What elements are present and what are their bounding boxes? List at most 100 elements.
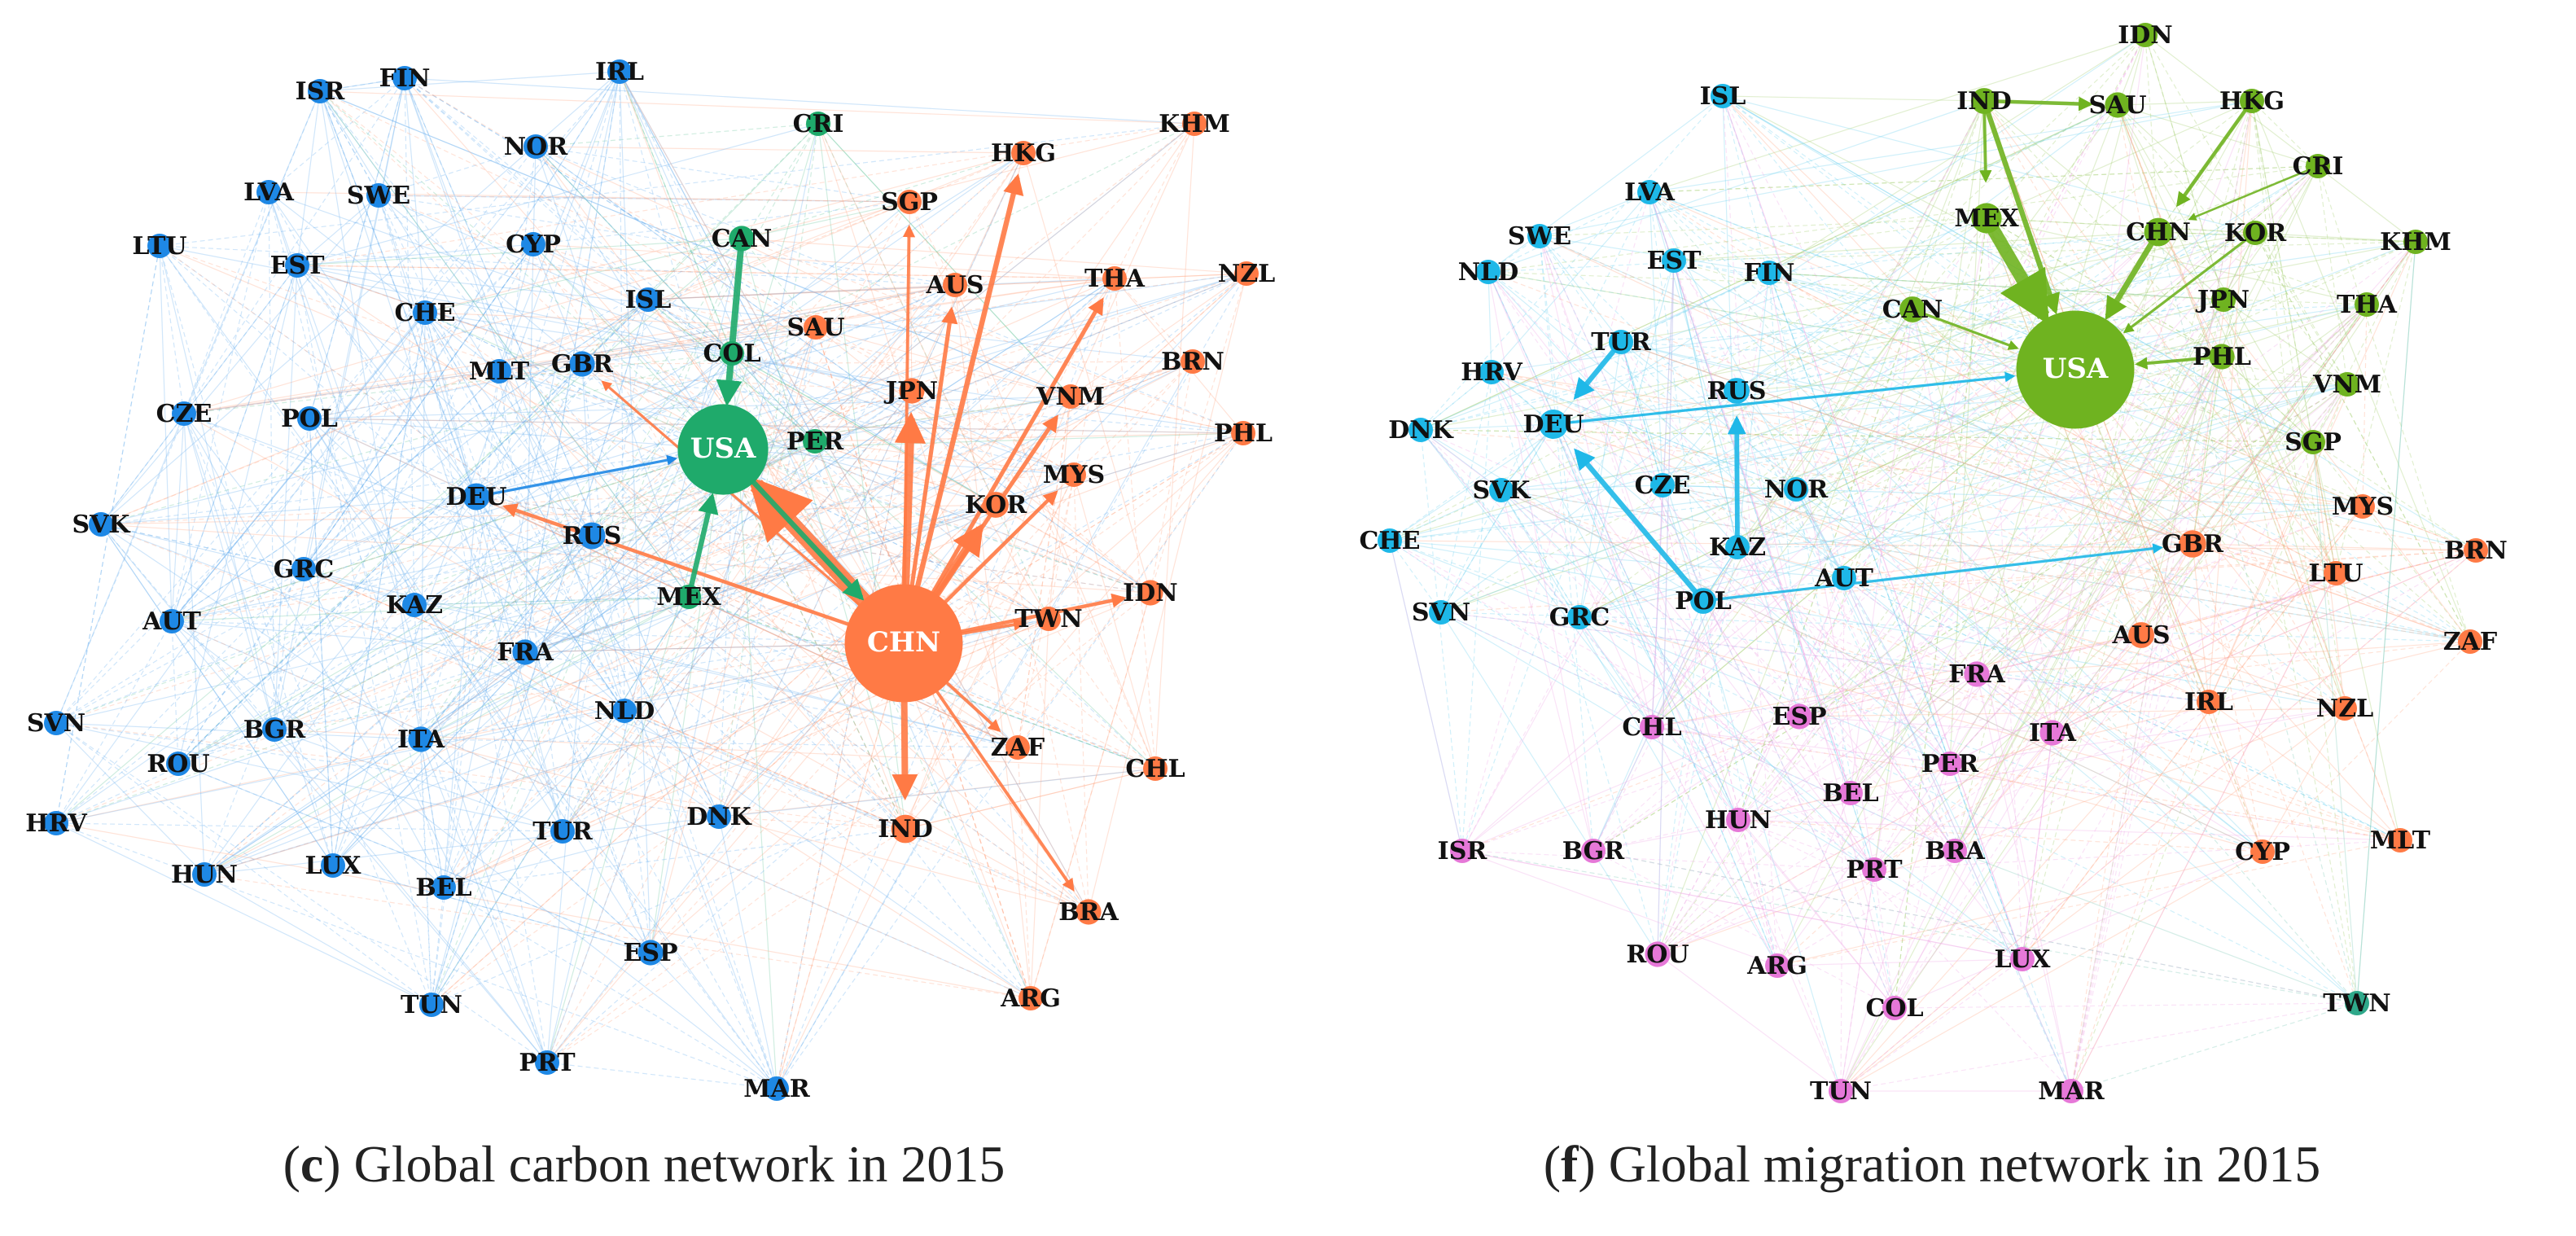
node-circle: [1143, 756, 1168, 781]
network-edge: [55, 722, 432, 1006]
node-circle: [2464, 538, 2488, 563]
network-edge: [2022, 732, 2053, 960]
network-edge: [546, 642, 905, 1063]
network-edge: [1912, 309, 2210, 703]
network-edge: [2022, 506, 2364, 960]
node-circle: [1581, 839, 1606, 863]
network-edge: [1500, 489, 2471, 642]
network-edge: [1722, 95, 2210, 703]
network-edge: [268, 191, 445, 888]
network-edge: [424, 312, 1075, 476]
network-edge: [420, 739, 651, 953]
network-edge: [1722, 95, 1985, 102]
network-edge: [905, 768, 1156, 830]
network-edge: [171, 312, 426, 622]
network-edge: [2140, 550, 2477, 636]
network-edge: [475, 496, 625, 712]
network-edge: [1912, 309, 2072, 1092]
network-edge: [1389, 423, 1554, 541]
network-edge: [562, 284, 956, 832]
network-edge: [171, 361, 1194, 622]
network-edge: [1389, 540, 1442, 613]
node-aut: AUT: [1814, 564, 1873, 593]
network-edge: [1048, 396, 1071, 620]
network-edge: [1389, 540, 2477, 551]
network-edge: [2312, 441, 2358, 1004]
network-edge: [1539, 235, 2193, 545]
node-label: ISL: [625, 286, 672, 314]
network-edge: [171, 191, 269, 622]
network-edge: [1912, 309, 2477, 551]
node-label: AUT: [1814, 564, 1873, 593]
network-edge: [378, 195, 625, 712]
network-edge: [1389, 304, 2368, 541]
network-edge: [171, 432, 1244, 622]
node-label: DNK: [1388, 416, 1453, 445]
network-edge: [1798, 384, 2348, 717]
network-edge: [183, 77, 405, 414]
network-edge: [171, 265, 298, 622]
network-edge: [1776, 839, 2401, 966]
network-edge: [1440, 611, 2023, 960]
network-edge: [159, 245, 1089, 913]
caption-text: Global carbon network in 2015: [340, 1135, 1005, 1193]
network-edge: [1073, 361, 1194, 476]
network-edge: [183, 201, 910, 414]
network-edge: [1840, 673, 1978, 1092]
network-edge: [722, 449, 906, 830]
network-edge: [404, 77, 415, 606]
network-edge: [424, 238, 743, 313]
network-edge: [1649, 191, 2210, 703]
network-edge: [443, 535, 593, 888]
network-edge: [1620, 104, 2118, 343]
network-edge: [303, 568, 906, 830]
network-edge: [1657, 600, 1704, 955]
network-edge: [535, 146, 1151, 594]
node-circle: [1724, 378, 1750, 404]
network-edge: [498, 238, 743, 372]
network-edge: [2117, 104, 2314, 443]
network-edge: [100, 496, 477, 525]
network-edge: [1795, 241, 2416, 490]
node-label: CYP: [2235, 838, 2290, 866]
network-edge: [524, 504, 997, 653]
network-edge: [55, 504, 997, 724]
node-label: TUR: [532, 817, 593, 846]
network-edge: [2022, 384, 2348, 960]
network-edge: [274, 243, 534, 730]
network-edge: [1657, 100, 1985, 955]
network-edge: [1620, 341, 2142, 636]
network-edge: [1553, 384, 2348, 425]
network-edge: [1894, 851, 2263, 1009]
network-edge: [1662, 484, 2210, 703]
network-edge: [1776, 550, 2477, 966]
network-edge: [420, 739, 432, 1006]
node-circle: [550, 819, 575, 844]
network-edge: [814, 440, 1156, 769]
network-edge: [274, 418, 310, 730]
network-edge: [562, 390, 913, 832]
node-label: ZAF: [2443, 628, 2497, 656]
network-edge: [1420, 217, 1987, 431]
network-edge: [718, 238, 743, 817]
node-aus: AUS: [925, 271, 984, 300]
node-gbr: GBR: [2162, 530, 2224, 559]
network-edge: [776, 361, 1194, 1089]
network-edge: [443, 278, 1115, 888]
network-edge: [414, 273, 1247, 606]
network-edge: [1657, 546, 1738, 955]
network-edge: [1840, 299, 2224, 1092]
network-edge: [378, 146, 537, 196]
network-edge: [650, 952, 778, 1089]
network-edge: [535, 146, 690, 598]
network-edge: [1798, 441, 2314, 717]
node-label: SWE: [347, 182, 410, 210]
network-edge: [546, 449, 724, 1063]
network-edge: [55, 496, 477, 824]
network-edge-can-usa: [1912, 308, 2019, 350]
node-circle: [1005, 735, 1030, 760]
network-edge: [1649, 100, 2253, 193]
network-edge: [581, 273, 1247, 365]
node-label: IND: [1956, 87, 2011, 116]
network-edge: [817, 123, 906, 830]
